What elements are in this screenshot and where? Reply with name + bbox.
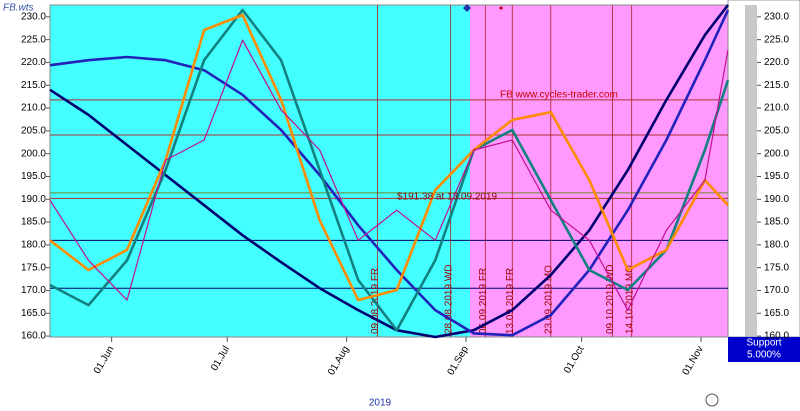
y-tick-label: 175.0 [21,262,46,273]
y-tick-label: 210.0 [21,103,46,114]
y-tick-label: 220.0 [21,57,46,68]
y-tick-label-right: 175.0 [764,262,789,273]
y-tick-label-right: 225.0 [764,34,789,45]
support-percent: 5.000% [747,350,781,361]
y-tick-label: 215.0 [21,80,46,91]
y-tick-label-right: 210.0 [764,103,789,114]
support-label: Support [746,338,781,349]
y-tick-label: 225.0 [21,34,46,45]
series-line [49,39,729,311]
plot-layer: 09.08.2019 FR 28.08.2019 WD 06.09.2019 FR 1… [49,4,730,339]
y-tick-label: 180.0 [21,240,46,251]
y-tick-label: 160.0 [21,331,46,342]
chart-title: FB.wts [3,3,34,14]
cycle-label: 28.08.2019 WD [443,265,454,335]
side-strip [745,5,757,337]
cycle-label: 06.09.2019 FR [478,268,489,334]
y-tick-label-right: 185.0 [764,217,789,228]
y-tick-label: 195.0 [21,171,46,182]
scroll-icon[interactable] [705,393,719,407]
y-tick-label-right: 160.0 [764,331,789,342]
cycle-zone-future [470,5,728,337]
series-line [49,8,730,332]
y-tick-label-right: 230.0 [764,11,789,22]
price-note: $191.38 at 13.09.2019 [397,192,498,203]
watermark: FB www.cycles-trader.com [500,90,618,101]
y-tick-label: 170.0 [21,285,46,296]
year-label: 2019 [369,398,392,409]
y-tick-label-right: 220.0 [764,57,789,68]
cycle-label: 23.09.2019 MO [543,265,554,334]
cycle-label: 13.09.2019 FR [505,268,516,334]
cycle-label: 14.10.2019 MO [624,265,635,334]
y-tick-label-right: 215.0 [764,80,789,91]
top-marker [463,4,471,12]
cycle-label: 09.10.2019 WD [605,265,616,335]
top-marker [499,6,503,10]
y-tick-label: 230.0 [21,11,46,22]
y-tick-label-right: 195.0 [764,171,789,182]
y-tick-label-right: 180.0 [764,240,789,251]
y-tick-label-right: 205.0 [764,126,789,137]
y-tick-label: 205.0 [21,126,46,137]
y-tick-label: 190.0 [21,194,46,205]
y-tick-label: 165.0 [21,308,46,319]
series-line [49,9,730,337]
y-tick-label: 185.0 [21,217,46,228]
y-tick-label-right: 170.0 [764,285,789,296]
support-box [728,337,800,362]
y-tick-label-right: 190.0 [764,194,789,205]
y-tick-label-right: 165.0 [764,308,789,319]
y-tick-label-right: 200.0 [764,148,789,159]
y-tick-label: 200.0 [21,148,46,159]
plot-frame [49,4,729,338]
